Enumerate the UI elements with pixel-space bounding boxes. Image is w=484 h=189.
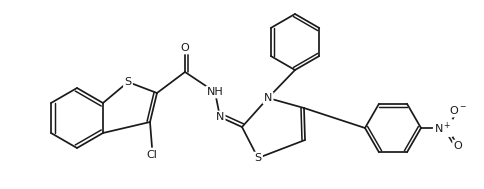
Text: NH: NH [206, 87, 223, 97]
Text: N: N [263, 93, 272, 103]
Text: N$^+$: N$^+$ [433, 120, 451, 136]
Text: O: O [453, 141, 461, 151]
Text: O: O [180, 43, 189, 53]
Text: Cl: Cl [146, 150, 157, 160]
Text: O$^-$: O$^-$ [448, 104, 466, 116]
Text: S: S [124, 77, 131, 87]
Text: N: N [215, 112, 224, 122]
Text: S: S [254, 153, 261, 163]
